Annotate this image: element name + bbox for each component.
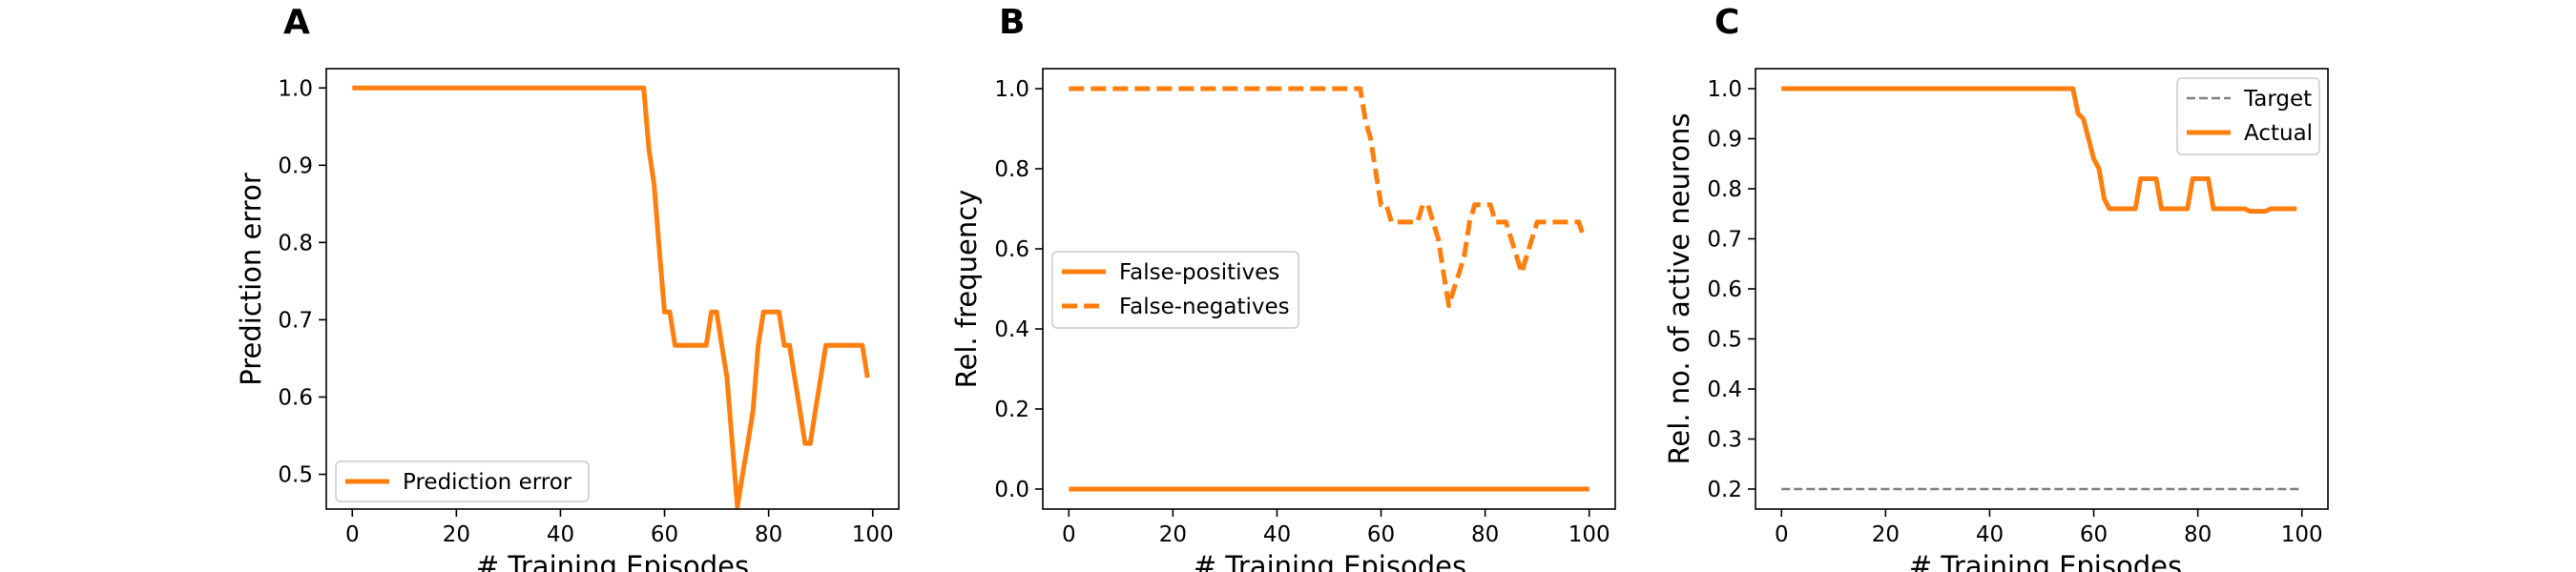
y-tick-label: 0.8	[278, 231, 313, 255]
x-tick-label: 100	[1568, 522, 1610, 547]
series-line-false-negatives	[1069, 86, 1587, 309]
x-tick-label: 60	[1367, 522, 1395, 547]
x-tick-label: 0	[1062, 522, 1076, 547]
y-axis-label: Rel. no. of active neurons	[1663, 113, 1695, 465]
y-tick-label: 1.0	[1707, 77, 1742, 102]
legend-box	[1051, 251, 1299, 329]
y-axis-label: Prediction error	[235, 173, 267, 386]
panel-letter-b: B	[999, 3, 1025, 42]
y-tick-label: 0.6	[1707, 277, 1742, 302]
x-tick-label: 0	[1775, 522, 1789, 547]
axes-frame	[1755, 68, 2329, 510]
y-tick-label: 0.3	[1707, 428, 1742, 453]
legend: False-positives False-negatives	[1051, 251, 1299, 329]
y-tick-label: 0.0	[994, 478, 1029, 502]
x-tick-label: 20	[1159, 522, 1187, 547]
legend-box	[335, 460, 590, 502]
y-tick-label: 0.4	[994, 317, 1029, 342]
x-axis-label: # Training Episodes	[1194, 550, 1466, 572]
x-tick-label: 40	[1976, 522, 2004, 547]
series-line-prediction-error	[352, 85, 870, 509]
y-tick-label: 0.8	[994, 157, 1029, 182]
series-line-actual	[1781, 86, 2297, 214]
panel-c: C Rel. no. of active neurons # Training …	[1663, 3, 2329, 572]
x-tick-label: 40	[547, 522, 574, 547]
legend-label-target: Target	[2243, 87, 2312, 112]
x-tick-label: 60	[651, 522, 678, 547]
plot-area	[352, 85, 870, 509]
y-tick-label: 0.4	[1707, 378, 1742, 402]
x-tick-label: 100	[2281, 522, 2323, 547]
y-tick-label: 0.5	[1707, 328, 1742, 353]
x-axis-label: # Training Episodes	[476, 550, 749, 572]
y-tick-label: 0.2	[1707, 478, 1742, 502]
y-tick-label: 0.9	[278, 153, 313, 178]
x-tick-label: 80	[755, 522, 782, 547]
x-tick-label: 40	[1263, 522, 1291, 547]
y-tick-label: 0.7	[1707, 228, 1742, 253]
x-tick-label: 100	[852, 522, 894, 547]
x-tick-label: 80	[1471, 522, 1499, 547]
x-axis-label: # Training Episodes	[1909, 550, 2182, 572]
axes-frame	[325, 68, 900, 510]
x-tick-label: 20	[1872, 522, 1900, 547]
plot-area	[1069, 86, 1589, 492]
legend-label-false-negatives: False-negatives	[1119, 295, 1290, 319]
legend-label-actual: Actual	[2244, 121, 2313, 146]
y-axis-label: Rel. frequency	[950, 190, 983, 389]
x-tick-label: 20	[443, 522, 470, 547]
plot-area	[1781, 86, 2302, 491]
panel-letter-c: C	[1714, 3, 1739, 42]
y-tick-label: 0.7	[278, 308, 313, 333]
y-tick-label: 0.6	[278, 385, 313, 410]
legend: Target Actual	[2176, 77, 2320, 155]
y-tick-label: 0.8	[1707, 177, 1742, 202]
axes-frame	[1042, 68, 1616, 510]
panel-a: A Prediction error # Training Episodes 0…	[235, 3, 900, 572]
y-tick-label: 0.6	[994, 237, 1029, 262]
panel-b: B Rel. frequency # Training Episodes 0 20…	[950, 3, 1616, 572]
y-tick-label: 1.0	[278, 76, 313, 101]
panel-letter-a: A	[283, 3, 310, 42]
legend-label-prediction-error: Prediction error	[403, 470, 572, 495]
x-tick-label: 0	[345, 522, 360, 547]
y-tick-label: 0.9	[1707, 128, 1742, 153]
y-tick-label: 0.2	[994, 398, 1029, 422]
x-tick-label: 80	[2184, 522, 2212, 547]
legend: Prediction error	[335, 460, 590, 502]
y-tick-label: 0.5	[278, 463, 313, 488]
y-tick-label: 1.0	[994, 77, 1029, 102]
legend-label-false-positives: False-positives	[1119, 260, 1279, 285]
x-tick-label: 60	[2080, 522, 2108, 547]
